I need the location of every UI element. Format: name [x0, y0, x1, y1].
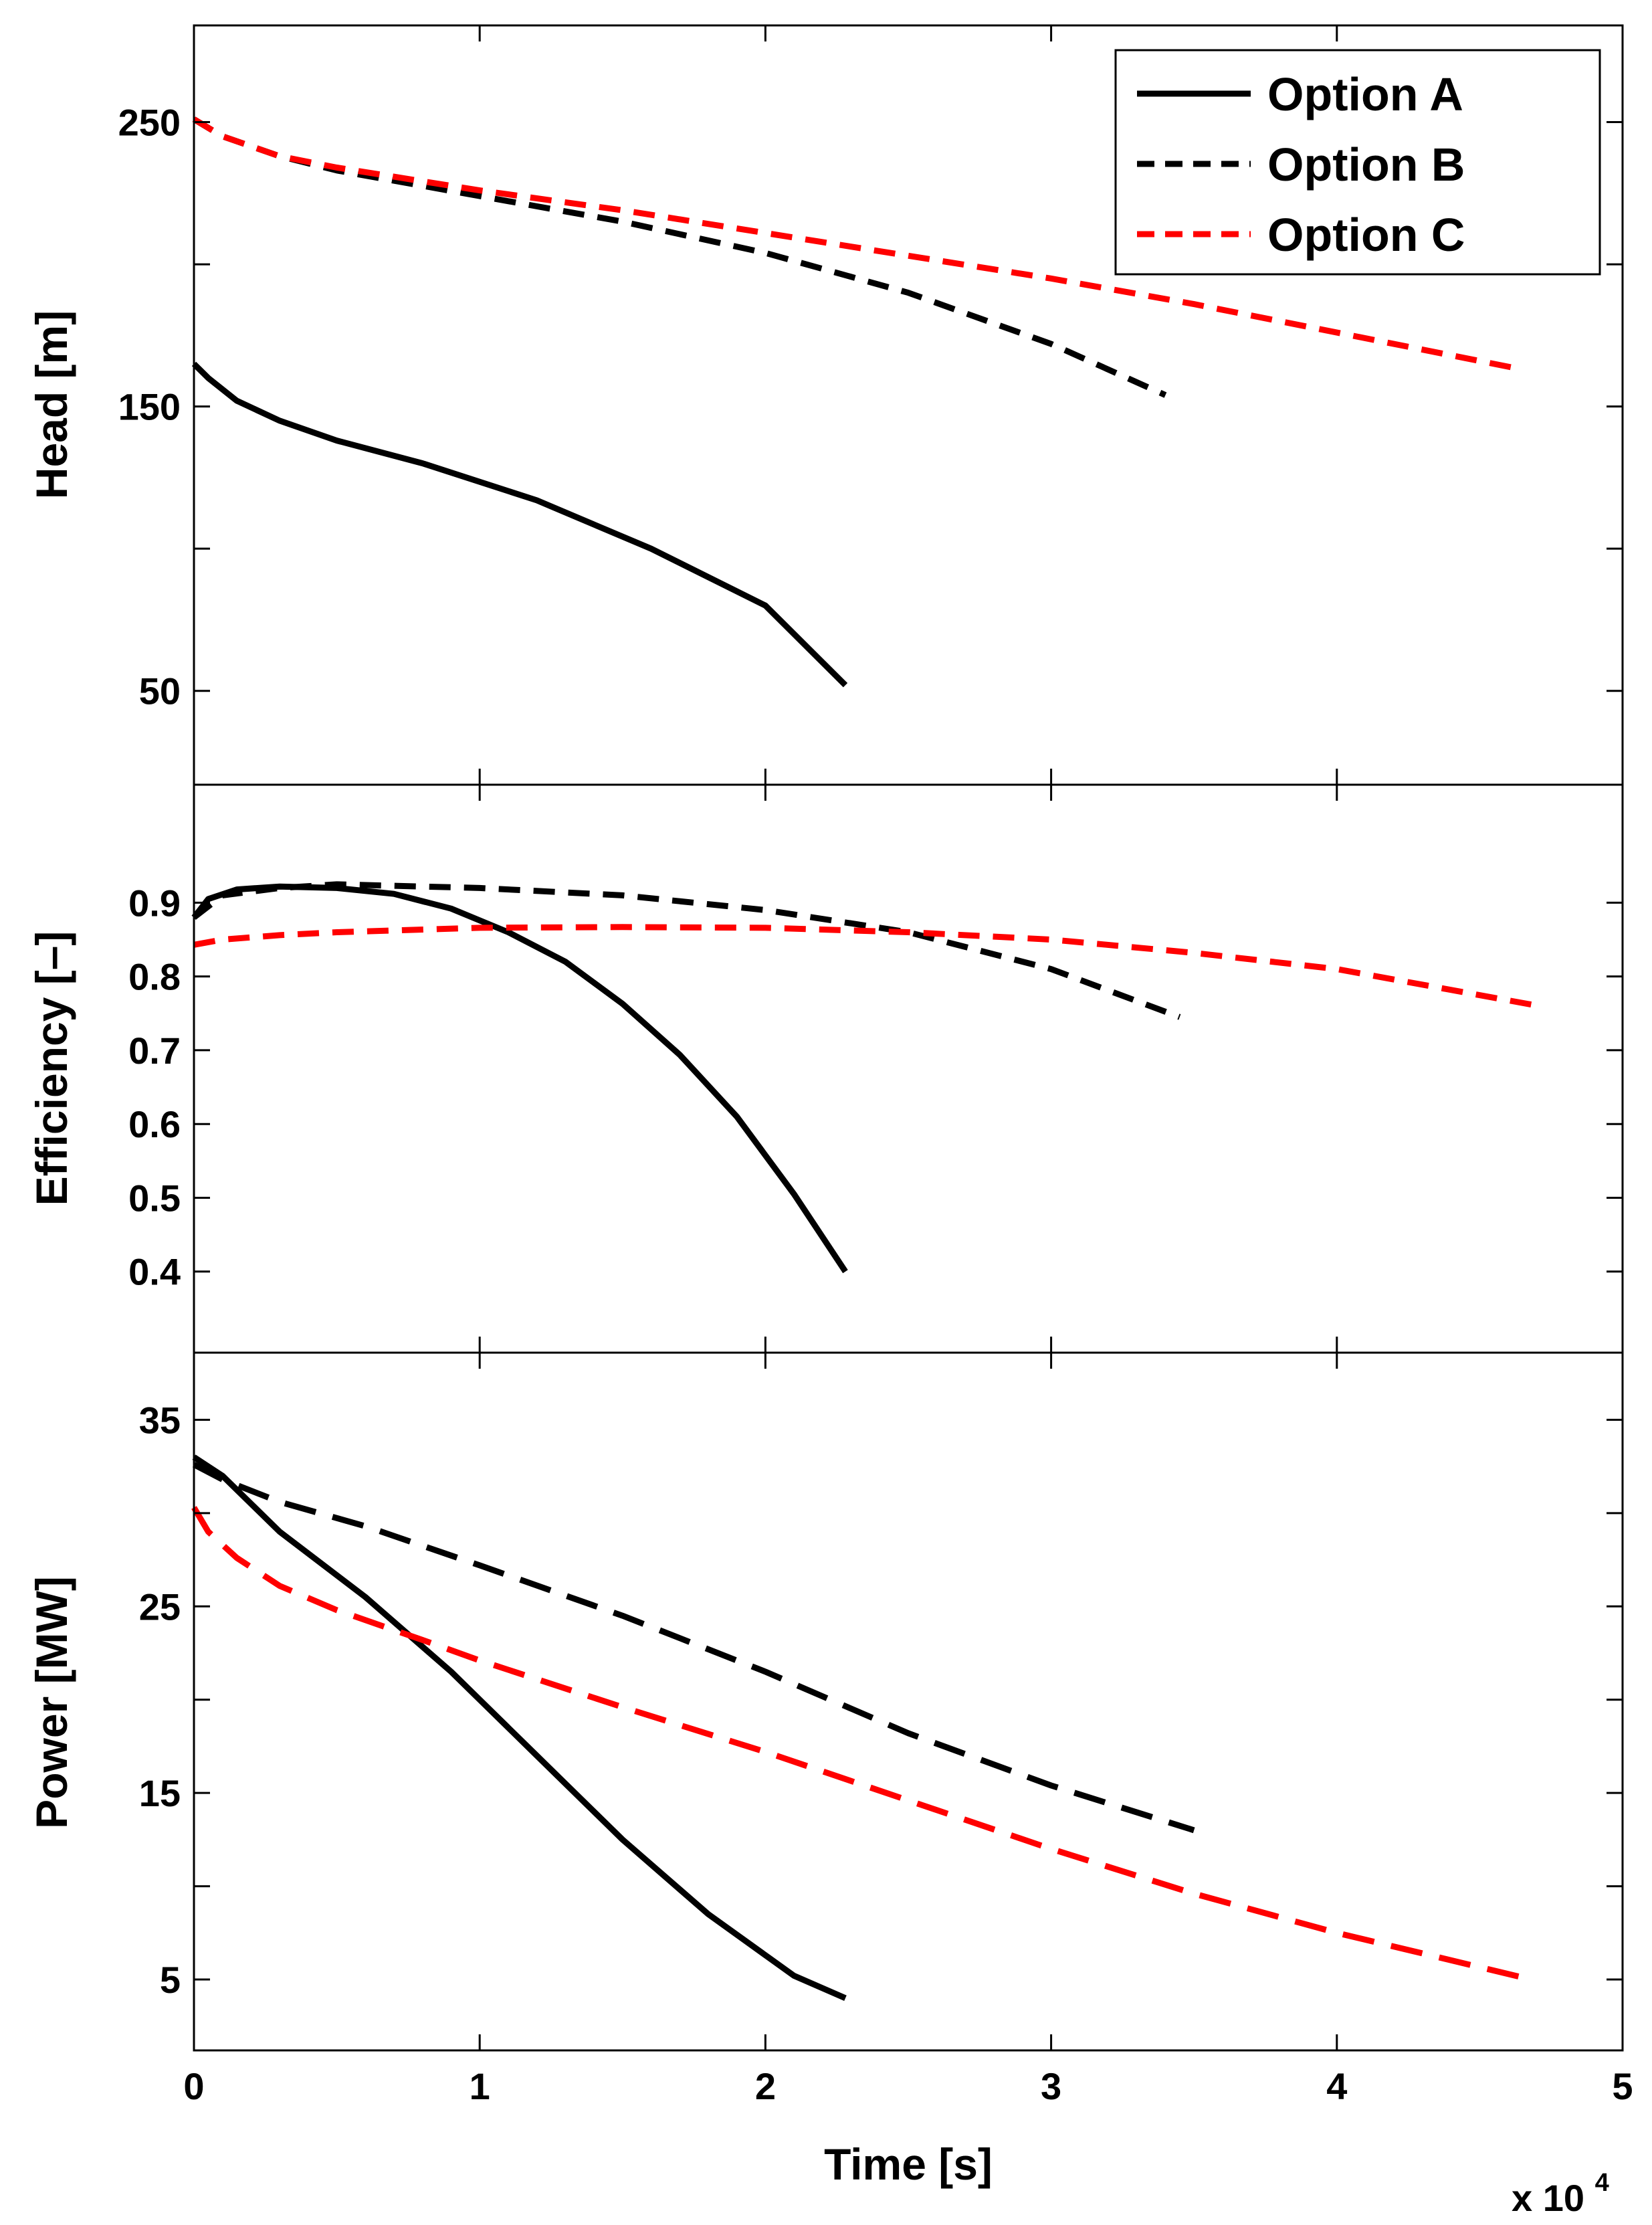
- x-tick-label: 0: [183, 2065, 204, 2107]
- efficiency-series-option-a: [191, 883, 848, 1274]
- efficiency-y-axis-label: Efficiency [–]: [27, 931, 76, 1206]
- x-tick-label: 5: [1612, 2065, 1633, 2107]
- x-axis-multiplier-base: x 10: [1512, 2177, 1584, 2219]
- power-axes-box: [193, 1351, 1624, 2052]
- x-axis-label: Time [s]: [824, 2139, 993, 2189]
- head-ytick-label: 150: [118, 386, 181, 428]
- power-y-axis-label: Power [MW]: [27, 1576, 76, 1829]
- efficiency-ytick-label: 0.8: [128, 956, 181, 998]
- head-y-axis-label: Head [m]: [27, 310, 76, 499]
- power-series-option-a: [192, 1454, 847, 2002]
- efficiency-ytick-label: 0.4: [128, 1251, 181, 1293]
- x-tick-labels: 0 1 2 3 4 5: [183, 2065, 1633, 2107]
- efficiency-series-option-c: [193, 924, 1532, 1008]
- x-axis-multiplier: x 10 4: [1512, 2169, 1609, 2219]
- power-ytick-label: 35: [139, 1399, 181, 1441]
- head-series-option-b: [192, 116, 1167, 398]
- x-tick-label: 2: [755, 2065, 776, 2107]
- x-tick-label: 3: [1041, 2065, 1061, 2107]
- head-series-option-c: [192, 116, 1524, 373]
- efficiency-ytick-label: 0.6: [128, 1103, 181, 1145]
- x-axis-multiplier-exponent: 4: [1595, 2169, 1609, 2197]
- power-series-option-c: [191, 1506, 1532, 1983]
- power-panel: 5 15 25 35 Power [MW]: [27, 1351, 1624, 2052]
- power-series-option-b: [192, 1462, 1195, 1834]
- power-ytick-label: 25: [139, 1585, 181, 1628]
- legend: Option A Option B Option C: [1114, 49, 1601, 276]
- efficiency-ytick-label: 0.9: [128, 882, 181, 924]
- x-tick-label: 4: [1326, 2065, 1347, 2107]
- power-ytick-label: 5: [160, 1959, 181, 2001]
- efficiency-ytick-label: 0.5: [128, 1177, 181, 1219]
- power-ytick-label: 15: [139, 1772, 181, 1814]
- legend-label-option-a: Option A: [1267, 68, 1463, 120]
- efficiency-ytick-label: 0.7: [128, 1030, 181, 1072]
- head-ytick-label: 250: [118, 102, 181, 144]
- head-ytick-label: 50: [139, 670, 181, 712]
- head-series-option-a: [191, 361, 848, 688]
- legend-label-option-b: Option B: [1267, 138, 1465, 191]
- legend-label-option-c: Option C: [1267, 209, 1465, 261]
- efficiency-series-option-b: [192, 881, 1181, 1020]
- x-tick-label: 1: [470, 2065, 490, 2107]
- head-panel: 50 150 250 Head [m]: [27, 24, 1624, 786]
